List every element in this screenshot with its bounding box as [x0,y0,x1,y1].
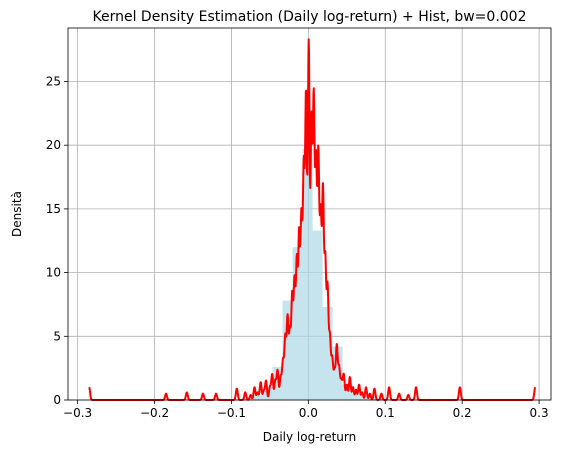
histogram-bar [253,396,263,400]
y-tick-label: 20 [46,138,61,152]
x-tick-label: 0.0 [299,406,318,420]
x-tick-label: −0.1 [217,406,246,420]
x-axis-ticks: −0.3 −0.2 −0.1 0.0 0.1 0.2 0.3 [63,400,549,420]
chart-title: Kernel Density Estimation (Daily log-ret… [93,9,527,25]
x-tick-label: −0.2 [140,406,169,420]
x-tick-label: 0.3 [530,406,549,420]
x-tick-label: −0.3 [63,406,92,420]
x-tick-label: 0.1 [376,406,395,420]
y-axis-ticks: 0 5 10 15 20 25 [46,75,68,407]
y-tick-label: 5 [53,329,61,343]
y-axis-label: Densità [10,191,24,237]
x-axis-label: Daily log-return [263,430,357,444]
y-tick-label: 15 [46,202,61,216]
histogram-bar [313,231,323,400]
y-tick-label: 10 [46,266,61,280]
histogram-bar [293,247,303,400]
histogram-bars [243,149,383,400]
y-tick-label: 0 [53,393,61,407]
y-tick-label: 25 [46,75,61,89]
x-tick-label: 0.2 [453,406,472,420]
